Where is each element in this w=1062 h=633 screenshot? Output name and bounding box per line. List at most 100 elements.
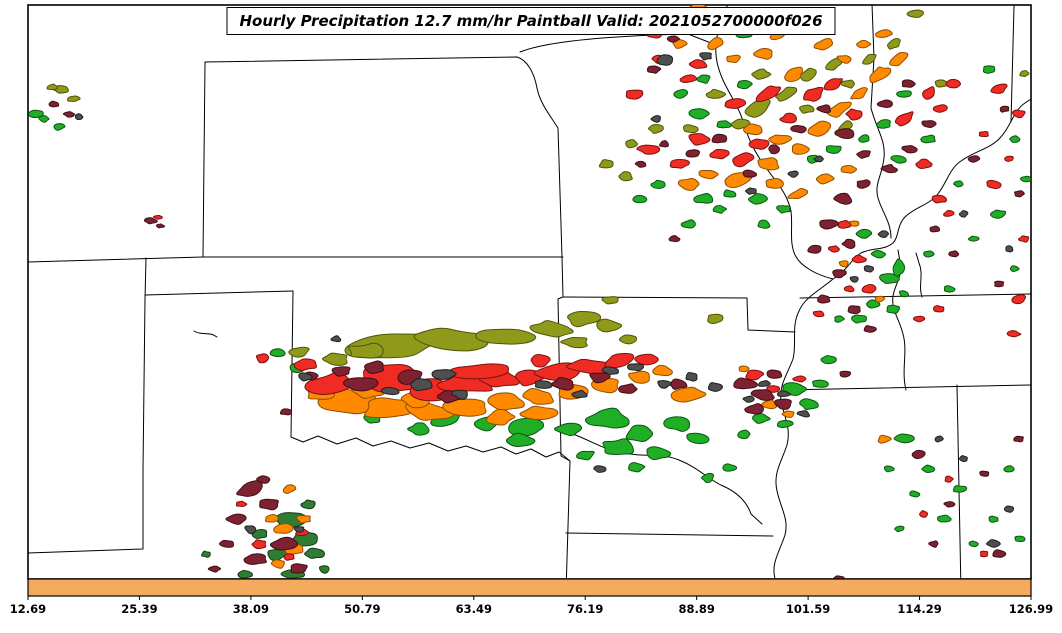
paintball-blob-member-green [990, 209, 1007, 219]
paintball-blob-member-green [923, 250, 935, 258]
paintball-blob-member-gray [1003, 505, 1015, 513]
paintball-blob-member-green [982, 65, 996, 74]
paintball-blob-member-maroon [856, 179, 871, 189]
paintball-blob-member-red [755, 85, 782, 103]
paintball-blob-member-red [625, 89, 644, 100]
paintball-blob-member-maroon [994, 280, 1005, 288]
paintball-blob-member-green [988, 515, 999, 523]
paintball-blob-member-green [722, 463, 738, 472]
paintball-blob-member-maroon [711, 133, 728, 144]
map-frame [27, 4, 1032, 580]
paintball-blob-member-olive [46, 83, 58, 91]
colorbar-tick-label: 12.69 [10, 602, 46, 616]
paintball-blob-member-gray [813, 155, 824, 163]
paintball-blob-member-red [812, 310, 825, 318]
paintball-blob-member-green [712, 204, 728, 214]
paintball-blob-member-maroon [992, 549, 1007, 558]
paintball-blob-member-green [576, 450, 595, 461]
paintball-blob-member-maroon [733, 377, 758, 390]
paintball-blob-member-maroon [766, 369, 783, 379]
paintball-blob-member-gray [849, 276, 859, 283]
paintball-blob-member-maroon [269, 536, 299, 551]
paintball-blob-member-orange [856, 39, 872, 49]
paintball-blob-member-gray [293, 526, 305, 533]
paintball-blob-member-gray [650, 115, 661, 123]
paintball-blob-member-gray [74, 113, 84, 121]
paintball-blob-member-green [1003, 465, 1015, 473]
paintball-blob-member-olive [322, 352, 348, 366]
paintball-blob-member-green [693, 193, 714, 204]
paintball-blob-member-maroon [331, 366, 351, 377]
paintball-blob-member-darkgreen [300, 499, 316, 510]
paintball-blob-member-orange [296, 515, 311, 524]
border-nebraska-kansas-missouri [204, 56, 563, 258]
paintball-blob-member-green [967, 235, 980, 242]
colorbar-tick-label: 88.89 [678, 602, 714, 616]
paintball-blob-member-red [745, 369, 765, 381]
paintball-blob-member-olive [705, 88, 727, 99]
paintball-blob-member-gray [410, 378, 433, 391]
paintball-blob-member-olive [799, 104, 815, 114]
colorbar-tick-label: 101.59 [786, 602, 830, 616]
paintball-blob-member-darkgreen [304, 547, 325, 559]
paintball-blob-member-green [38, 115, 50, 123]
paintball-blob-member-maroon [744, 403, 764, 415]
paintball-blob-member-maroon [768, 144, 780, 155]
paintball-blob-member-red [669, 158, 690, 169]
colorbar-tick-label: 38.09 [233, 602, 269, 616]
paintball-blob-member-gray [776, 390, 791, 397]
paintball-blob-member-red [235, 500, 248, 507]
paintball-blob-member-green [834, 315, 845, 323]
paintball-blob-member-green [673, 89, 689, 99]
paintball-blob-member-olive [825, 57, 843, 71]
paintball-blob-member-red [803, 86, 824, 102]
border-colorado-kansas [202, 61, 206, 258]
paintball-blob-member-red [566, 358, 614, 375]
paintball-blob-member-maroon [880, 164, 898, 174]
paintball-blob-member-olive [625, 139, 638, 149]
paintball-blob-member-gray [571, 389, 588, 399]
paintball-blob-member-green [757, 219, 771, 229]
paintball-blob-member-maroon [551, 376, 574, 391]
paintball-blob-member-maroon [685, 149, 701, 158]
paintball-blob-member-gray [431, 369, 457, 380]
paintball-blob-member-red [679, 74, 698, 84]
paintball-blob-member-olive [751, 68, 772, 80]
paintball-blob-member-maroon [343, 377, 379, 392]
colorbar-tick-label: 25.39 [121, 602, 157, 616]
paintball-blob-member-red [732, 152, 755, 168]
paintball-blob-member-red [845, 108, 863, 121]
paintball-blob-member-olive [596, 318, 623, 333]
paintball-blob-member-olive [67, 95, 81, 102]
paintball-blob-member-orange [807, 120, 832, 137]
paintball-blob-member-red [979, 550, 989, 558]
paintball-blob-member-maroon [259, 498, 279, 511]
paintball-blob-member-maroon [790, 125, 807, 134]
paintball-blob-member-gray [685, 372, 698, 382]
paintball-blob-member-red [943, 209, 955, 217]
canadian-river [193, 330, 218, 338]
paintball-blob-member-red [978, 131, 989, 138]
paintball-blob-member-orange [282, 484, 297, 494]
paintball-blob-member-green [686, 432, 710, 445]
paintball-blob-member-olive [618, 171, 633, 182]
paintball-blob-member-green [799, 398, 819, 411]
paintball-blob-member-orange [672, 38, 688, 49]
paintball-blob-member-red [932, 305, 945, 313]
paintball-blob-member-gray [742, 395, 755, 403]
paintball-blob-member-red [1004, 155, 1014, 162]
paintball-blob-member-red [861, 283, 877, 294]
paintball-blob-member-maroon [999, 105, 1010, 113]
paintball-blob-member-green [968, 540, 979, 548]
paintball-blob-member-orange [485, 408, 516, 426]
paintball-blob-member-maroon [618, 383, 638, 394]
paintball-blob-member-maroon [225, 513, 247, 525]
paintball-blob-member-green [752, 413, 771, 424]
paintball-blob-member-green [407, 422, 430, 436]
paintball-blob-member-red [1018, 235, 1030, 243]
colorbar-tick-label: 126.99 [1009, 602, 1053, 616]
paintball-blob-member-gray [656, 54, 674, 66]
paintball-blob-member-gray [707, 382, 723, 392]
paintball-blob-member-olive [567, 311, 602, 328]
paintball-blob-member-olive [744, 98, 771, 118]
